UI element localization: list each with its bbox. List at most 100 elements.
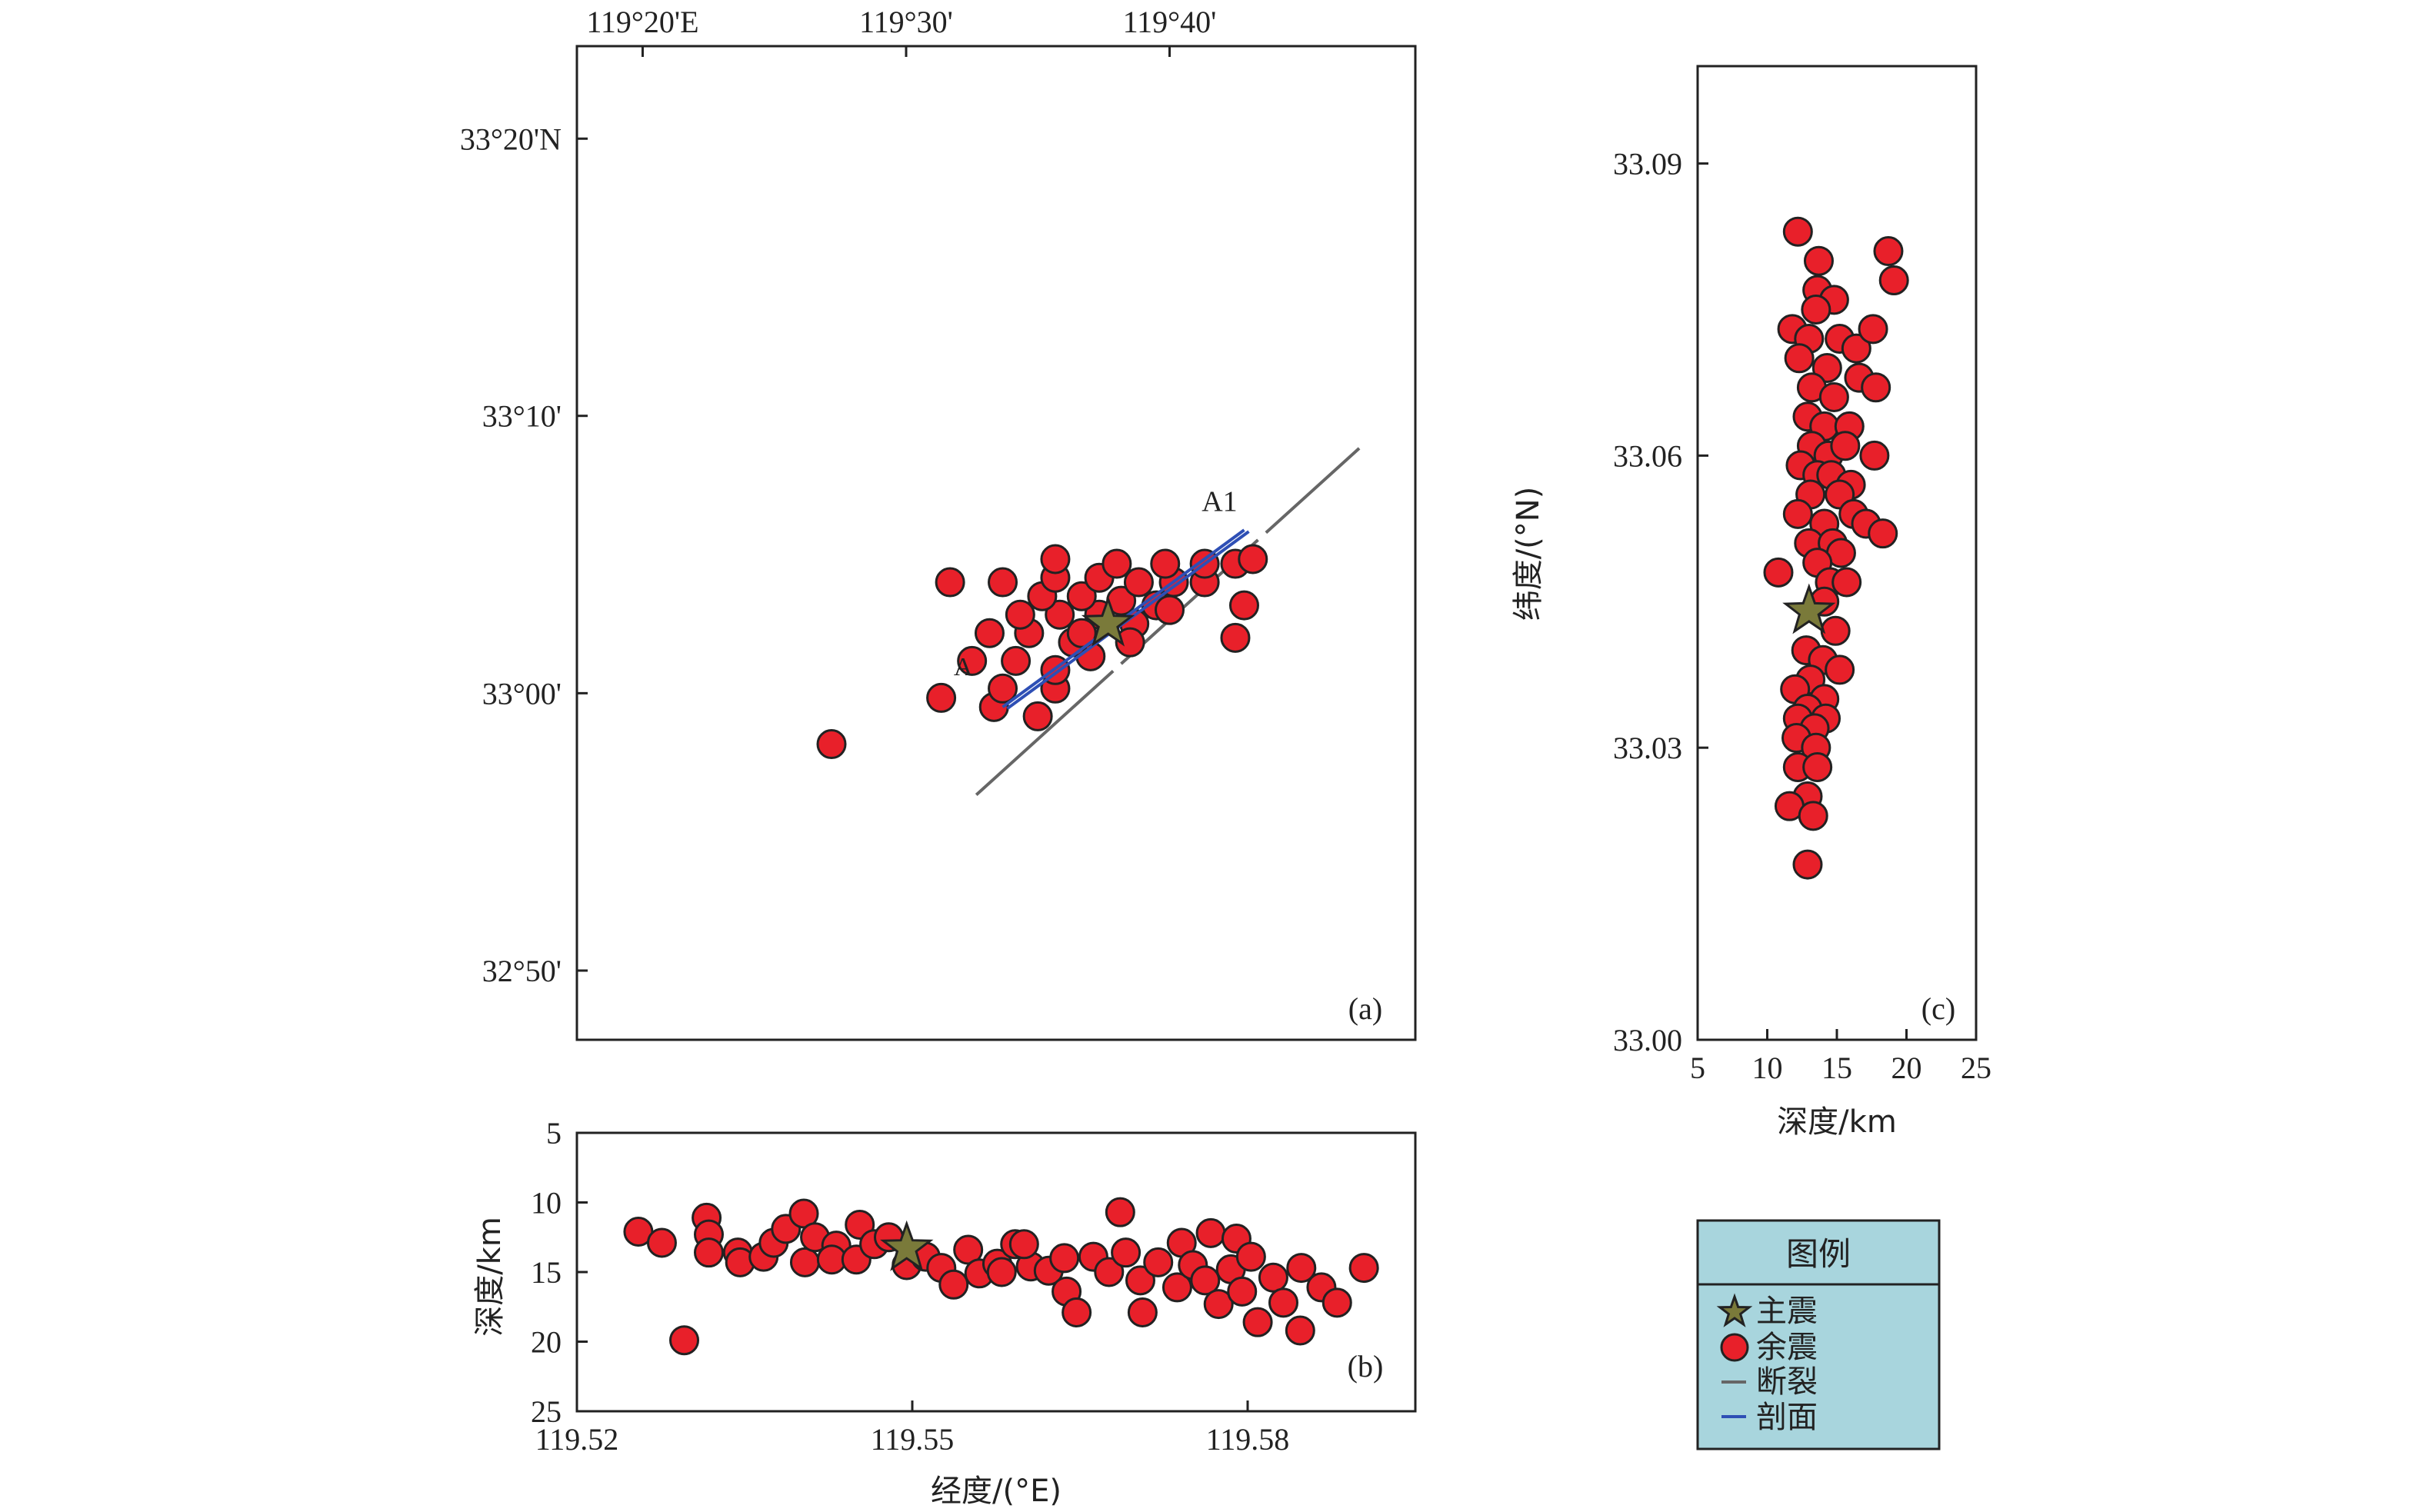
aftershock-point (1066, 618, 1097, 648)
aftershock-point (1348, 1253, 1379, 1284)
aftershock-point (1062, 1297, 1092, 1327)
aftershock-point (1162, 1272, 1192, 1303)
legend-label-profile: 剖面 (1756, 1400, 1818, 1435)
mainshock-star (1081, 595, 1135, 647)
panel-c-mainshock (1782, 583, 1836, 634)
panel-c-xtick-label: 10 (1752, 1051, 1783, 1085)
aftershock-point (1190, 1265, 1221, 1296)
profile-start-label: A (954, 653, 973, 681)
panel-b-xtick-label: 119.55 (871, 1422, 955, 1457)
aftershock-point (1238, 544, 1268, 574)
aftershock-point (1268, 1287, 1299, 1318)
aftershock-point (1195, 1217, 1226, 1248)
aftershock-point (646, 1227, 677, 1258)
legend-aftershock-symbol (1720, 1333, 1749, 1362)
aftershock-point (988, 673, 1018, 704)
panel-a-mainshock (1081, 595, 1135, 647)
aftershock-point (1798, 801, 1828, 831)
panel-c-ytick-label: 33.00 (1613, 1023, 1682, 1057)
legend-title: 图例 (1786, 1235, 1851, 1273)
aftershock-point (1873, 236, 1904, 267)
aftershock-point (1127, 1297, 1158, 1327)
panel-b-xtick-label: 119.58 (1206, 1422, 1290, 1457)
panel-b-ytick-label: 15 (531, 1255, 562, 1290)
profile-end-label: A1 (1202, 486, 1237, 518)
aftershock-point (1861, 372, 1891, 403)
panel-b-xlabel: 经度/(°E) (931, 1474, 1062, 1509)
aftershock-point (1792, 849, 1823, 880)
panel-a-ticks: 119°20'E 119°30' 119°40' 33°20'N 33°10' 33°00… (460, 5, 1216, 988)
mainshock-star (1782, 583, 1836, 634)
panel-b-ytick-label: 25 (531, 1394, 562, 1429)
aftershock-point (1105, 1197, 1135, 1227)
panel-a-ytick-label: 33°00' (482, 676, 562, 711)
panel-c-xtick-label: 15 (1821, 1051, 1852, 1085)
aftershock-point (1242, 1307, 1273, 1337)
aftershock-point (669, 1325, 700, 1356)
aftershock-point (1820, 615, 1851, 646)
aftershock-point (1784, 343, 1815, 374)
panel-c-xtick-label: 20 (1891, 1051, 1922, 1085)
aftershock-point (1008, 1229, 1039, 1260)
aftershock-point (957, 645, 988, 676)
aftershock-point (1782, 216, 1813, 247)
aftershock-point (935, 567, 965, 598)
legend-mainshock-symbol (1716, 1293, 1753, 1327)
aftershock-point (1830, 431, 1861, 461)
aftershock-point (1094, 1257, 1125, 1287)
panel-b-ytick-label: 20 (531, 1325, 562, 1360)
panel-a-label: (a) (1348, 991, 1382, 1026)
aftershock-point (1285, 1315, 1315, 1346)
panel-c-depth-profile: 5 10 15 20 25 33.09 33.06 33.03 33.00 深度/km 纬度/(… (1511, 65, 1991, 1140)
aftershock-point (1818, 381, 1849, 412)
aftershock-point (1040, 544, 1071, 574)
aftershock-point (1111, 1237, 1142, 1268)
panel-c-ylabel: 纬度/(°N) (1511, 487, 1546, 621)
aftershock-point (1123, 567, 1154, 598)
panel-a-xtick-label: 119°30' (859, 5, 953, 39)
aftershock-point (1022, 701, 1053, 731)
aftershock-point (1831, 567, 1862, 598)
panel-c-xtick-label: 25 (1961, 1051, 1991, 1085)
panel-b-mainshock (880, 1220, 934, 1271)
panel-a-map: 119°20'E 119°30' 119°40' 33°20'N 33°10' 33°00… (460, 5, 1417, 1041)
aftershock-point (1841, 333, 1871, 364)
aftershock-point (974, 618, 1005, 648)
aftershock-point (789, 1247, 820, 1277)
aftershock-point (1001, 645, 1032, 676)
aftershock-point (816, 729, 847, 760)
panel-c-ytick-label: 33.03 (1613, 731, 1682, 765)
panel-a-xtick-label: 119°40' (1123, 5, 1217, 39)
aftershock-point (1811, 352, 1842, 383)
aftershock-point (1286, 1253, 1317, 1284)
legend-label-aftershock: 余震 (1756, 1330, 1818, 1365)
panel-b-aftershocks (623, 1197, 1379, 1356)
aftershock-point (1235, 1241, 1266, 1272)
panel-b-ylabel: 深度/km (472, 1217, 508, 1337)
aftershock-point (1150, 548, 1181, 579)
legend-label-mainshock: 主震 (1756, 1294, 1818, 1329)
aftershock-point (1005, 599, 1035, 630)
aftershock-point (938, 1269, 969, 1300)
aftershock-point (1763, 557, 1794, 588)
panel-c-xlabel: 深度/km (1777, 1104, 1897, 1140)
aftershock-point (1258, 1262, 1288, 1293)
panel-c-label: (c) (1921, 991, 1955, 1026)
aftershock-point (1803, 245, 1834, 276)
panel-c-xtick-label: 5 (1690, 1051, 1705, 1085)
legend-label-fault: 断裂 (1756, 1364, 1818, 1400)
panel-c-aftershocks (1763, 216, 1909, 880)
aftershock-point (986, 1257, 1017, 1287)
aftershock-point (1868, 518, 1898, 549)
legend: 图例 主震 余震 断裂 剖面 (1696, 1219, 1941, 1450)
panel-b-ticks: 119.52 119.55 119.58 5 10 15 20 25 (531, 1116, 1289, 1457)
panel-a-ytick-label: 33°10' (482, 399, 562, 434)
aftershock-point (1859, 440, 1890, 471)
panel-b-xtick-label: 119.52 (535, 1422, 619, 1457)
aftershock-point (1220, 622, 1251, 653)
panel-b-ytick-label: 10 (531, 1186, 562, 1221)
panel-b-depth-profile: 119.52 119.55 119.58 5 10 15 20 25 经度/(°E) 深度/k… (472, 1116, 1417, 1509)
panel-c-ytick-label: 33.06 (1613, 438, 1682, 473)
aftershock-point (1782, 498, 1813, 529)
panel-a-ytick-label: 32°50' (482, 954, 562, 988)
